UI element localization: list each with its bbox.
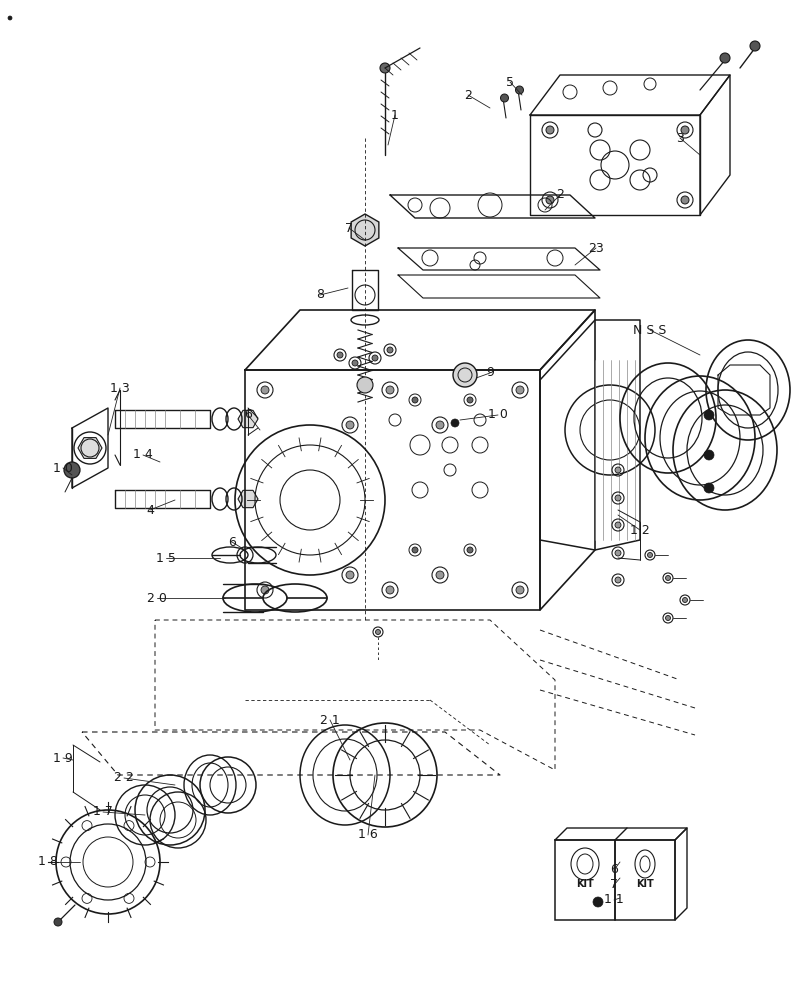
Circle shape <box>54 918 62 926</box>
Text: 1 9: 1 9 <box>53 752 73 764</box>
Circle shape <box>411 397 418 403</box>
Bar <box>614 840 674 920</box>
Circle shape <box>515 86 523 94</box>
Circle shape <box>703 483 713 493</box>
Text: 1 7: 1 7 <box>93 805 113 818</box>
Text: 1 1: 1 1 <box>603 893 623 906</box>
Text: 6: 6 <box>609 863 617 876</box>
Circle shape <box>371 355 378 361</box>
Circle shape <box>515 386 523 394</box>
Circle shape <box>680 126 689 134</box>
Bar <box>554 840 614 920</box>
Circle shape <box>665 576 670 580</box>
Circle shape <box>450 419 458 427</box>
Circle shape <box>436 571 444 579</box>
Circle shape <box>614 550 620 556</box>
Text: 3: 3 <box>676 132 683 145</box>
Text: 1 0: 1 0 <box>53 462 73 475</box>
Circle shape <box>719 53 729 63</box>
Circle shape <box>614 467 620 473</box>
Text: 2 2: 2 2 <box>114 771 134 784</box>
Text: 2 1: 2 1 <box>320 714 340 726</box>
Text: 1 0: 1 0 <box>487 408 508 422</box>
Text: 1 5: 1 5 <box>156 552 176 564</box>
Text: 6: 6 <box>244 408 251 422</box>
Circle shape <box>337 352 342 358</box>
Text: 7: 7 <box>345 222 353 234</box>
Circle shape <box>466 397 473 403</box>
Text: 4: 4 <box>146 504 154 516</box>
Circle shape <box>345 571 354 579</box>
Text: KIT: KIT <box>576 879 593 889</box>
Text: 1 4: 1 4 <box>133 448 152 462</box>
Text: 1 3: 1 3 <box>110 381 130 394</box>
Circle shape <box>8 16 12 20</box>
Text: 2: 2 <box>556 188 564 202</box>
Text: 1: 1 <box>391 109 398 122</box>
Circle shape <box>545 196 553 204</box>
Circle shape <box>411 547 418 553</box>
Circle shape <box>387 347 393 353</box>
Circle shape <box>592 897 603 907</box>
Polygon shape <box>238 410 258 428</box>
Circle shape <box>64 462 80 478</box>
Text: 5: 5 <box>505 76 513 89</box>
Circle shape <box>351 360 358 366</box>
Circle shape <box>385 386 393 394</box>
Circle shape <box>345 421 354 429</box>
Circle shape <box>646 552 652 558</box>
Text: 2 0: 2 0 <box>147 591 167 604</box>
Text: 1 2: 1 2 <box>629 524 649 536</box>
Circle shape <box>545 126 553 134</box>
Circle shape <box>380 63 389 73</box>
Text: 23: 23 <box>587 241 603 254</box>
Text: 7: 7 <box>609 878 617 891</box>
Circle shape <box>614 522 620 528</box>
Circle shape <box>357 377 372 393</box>
Circle shape <box>453 363 476 387</box>
Text: N S S: N S S <box>633 324 666 336</box>
Polygon shape <box>238 490 258 508</box>
Circle shape <box>680 196 689 204</box>
Circle shape <box>500 94 508 102</box>
Text: KIT: KIT <box>635 879 653 889</box>
Text: 1 8: 1 8 <box>38 855 58 868</box>
Text: 1 6: 1 6 <box>358 828 377 841</box>
Circle shape <box>436 421 444 429</box>
Circle shape <box>260 586 268 594</box>
Polygon shape <box>78 438 102 458</box>
Circle shape <box>665 615 670 620</box>
Circle shape <box>375 630 380 635</box>
Text: 2: 2 <box>464 89 471 102</box>
Polygon shape <box>350 214 379 246</box>
Text: 6: 6 <box>228 536 236 548</box>
Circle shape <box>703 410 713 420</box>
Text: 8: 8 <box>315 288 324 302</box>
Circle shape <box>466 547 473 553</box>
Text: 9: 9 <box>486 366 493 379</box>
Circle shape <box>749 41 759 51</box>
Circle shape <box>614 577 620 583</box>
Circle shape <box>515 586 523 594</box>
Circle shape <box>614 495 620 501</box>
Circle shape <box>682 597 687 602</box>
Circle shape <box>385 586 393 594</box>
Circle shape <box>260 386 268 394</box>
Circle shape <box>703 450 713 460</box>
